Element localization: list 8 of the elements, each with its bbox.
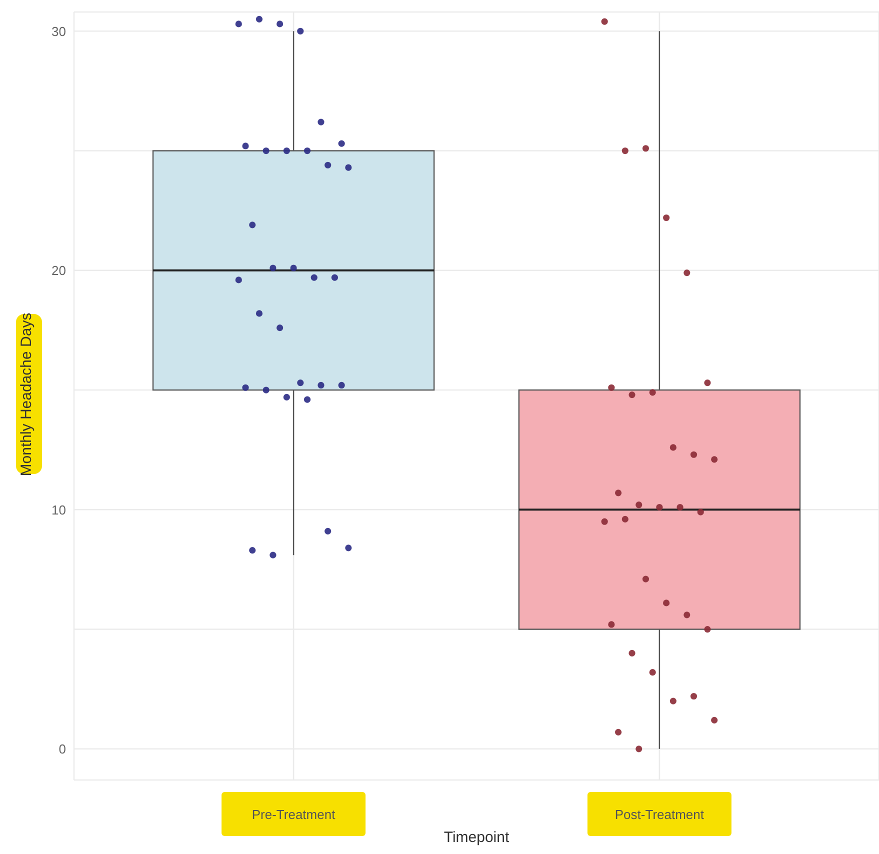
y-tick-label: 30 <box>52 24 66 39</box>
y-tick-label: 20 <box>52 263 66 278</box>
y-tick-label: 10 <box>52 502 66 518</box>
y-axis-title: Monthly Headache Days <box>18 312 36 476</box>
x-tick-label: Post-Treatment <box>614 807 704 822</box>
y-tick-label: 0 <box>58 742 66 757</box>
x-axis-title: Timepoint <box>444 829 510 846</box>
x-tick-label: Pre-Treatment <box>252 807 336 822</box>
